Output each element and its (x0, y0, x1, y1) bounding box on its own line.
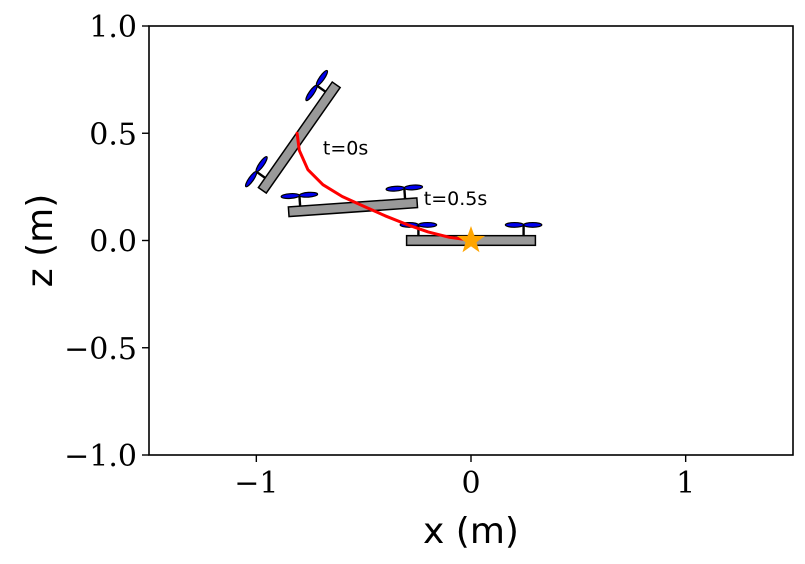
propeller-blade (403, 184, 424, 191)
time-annotation: t=0.5s (424, 188, 488, 210)
propeller-blade (280, 192, 300, 200)
propeller-blade (255, 156, 268, 173)
quadrotor-mast (298, 195, 302, 207)
propeller-blade (315, 69, 329, 87)
propeller-blade (385, 185, 405, 192)
quadrotor-mast (403, 187, 407, 199)
propeller-blade (244, 170, 258, 188)
propeller-blade (305, 84, 318, 102)
target-star (457, 225, 485, 253)
x-tick-label: −1 (234, 466, 278, 501)
x-tick-label: 1 (676, 466, 695, 501)
trajectory-group: t=0s t=0.5s (295, 131, 488, 253)
propeller-blade (298, 191, 319, 198)
quadrotor-mast (315, 84, 327, 93)
x-axis-label: x (m) (423, 511, 519, 552)
propeller-blade (417, 221, 438, 228)
y-tick-label: 0.0 (89, 225, 137, 260)
plot-frame (148, 25, 794, 456)
y-tick-label: −1.0 (64, 439, 137, 474)
quadrotor-mast (255, 170, 266, 179)
quadrotor (244, 69, 342, 195)
quadrotor-body (257, 80, 342, 195)
y-axis-label: z (m) (20, 194, 61, 288)
y-tick-label: −0.5 (64, 332, 137, 367)
propeller-blade (522, 221, 543, 228)
x-tick-label: 0 (461, 466, 480, 501)
tick-group: −1 0 1 1.0 0.5 0.0 −0.5 −1.0 (64, 10, 695, 501)
y-tick-label: 0.5 (89, 117, 137, 152)
trajectory-line (295, 131, 473, 242)
propeller-blade (504, 221, 525, 228)
y-tick-label: 1.0 (89, 10, 137, 45)
time-annotation: t=0s (323, 138, 368, 160)
quadrotor-group (244, 69, 543, 247)
